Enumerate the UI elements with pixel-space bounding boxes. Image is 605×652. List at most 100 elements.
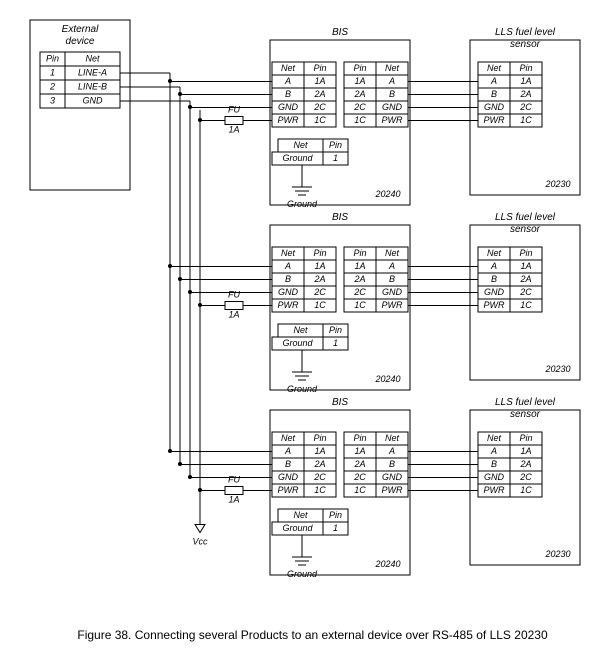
svg-text:GND: GND — [382, 472, 403, 482]
figure-caption: Figure 38. Connecting several Products t… — [10, 628, 605, 642]
svg-text:A: A — [490, 446, 497, 456]
svg-text:20230: 20230 — [544, 179, 570, 189]
svg-text:B: B — [389, 274, 395, 284]
svg-text:GND: GND — [83, 95, 104, 105]
svg-text:B: B — [491, 89, 497, 99]
svg-text:PWR: PWR — [382, 115, 403, 125]
svg-text:1C: 1C — [520, 485, 532, 495]
svg-text:BIS: BIS — [332, 212, 348, 223]
svg-text:1C: 1C — [354, 300, 366, 310]
svg-text:2C: 2C — [519, 287, 532, 297]
svg-text:Net: Net — [487, 248, 502, 258]
svg-text:2C: 2C — [313, 102, 326, 112]
svg-text:Pin: Pin — [353, 63, 366, 73]
svg-text:GND: GND — [484, 287, 505, 297]
svg-text:A: A — [388, 76, 395, 86]
svg-text:Net: Net — [487, 63, 502, 73]
svg-text:1C: 1C — [354, 485, 366, 495]
svg-text:Net: Net — [487, 433, 502, 443]
svg-text:2A: 2A — [353, 459, 365, 469]
svg-text:1C: 1C — [314, 300, 326, 310]
svg-text:FU: FU — [228, 290, 240, 300]
svg-text:A: A — [388, 446, 395, 456]
svg-text:Pin: Pin — [46, 53, 59, 63]
svg-text:PWR: PWR — [484, 485, 505, 495]
svg-text:A: A — [284, 446, 291, 456]
svg-text:B: B — [285, 89, 291, 99]
svg-text:3: 3 — [50, 95, 55, 105]
svg-text:PWR: PWR — [278, 485, 299, 495]
svg-text:device: device — [66, 36, 95, 47]
svg-text:sensor: sensor — [510, 224, 541, 235]
svg-text:PWR: PWR — [278, 300, 299, 310]
svg-text:A: A — [388, 261, 395, 271]
svg-text:20240: 20240 — [374, 374, 400, 384]
svg-text:Net: Net — [385, 433, 400, 443]
svg-text:Ground: Ground — [282, 153, 313, 163]
svg-text:20230: 20230 — [544, 364, 570, 374]
svg-text:LLS fuel level: LLS fuel level — [495, 27, 556, 38]
svg-text:Pin: Pin — [313, 63, 326, 73]
svg-text:A: A — [284, 261, 291, 271]
svg-text:sensor: sensor — [510, 39, 541, 50]
svg-text:1A: 1A — [228, 125, 239, 135]
svg-text:Ground: Ground — [287, 569, 318, 579]
svg-text:A: A — [490, 76, 497, 86]
svg-text:BIS: BIS — [332, 397, 348, 408]
svg-text:Ground: Ground — [287, 199, 318, 209]
svg-text:1: 1 — [333, 523, 338, 533]
svg-text:1: 1 — [333, 338, 338, 348]
svg-text:GND: GND — [278, 472, 299, 482]
svg-text:Net: Net — [281, 63, 296, 73]
svg-text:1A: 1A — [354, 261, 365, 271]
svg-text:Net: Net — [281, 248, 296, 258]
svg-text:Ground: Ground — [282, 338, 313, 348]
svg-text:Pin: Pin — [329, 325, 342, 335]
svg-text:GND: GND — [382, 287, 403, 297]
svg-text:LINE-B: LINE-B — [78, 81, 107, 91]
svg-text:1: 1 — [333, 153, 338, 163]
svg-text:1A: 1A — [354, 446, 365, 456]
svg-text:GND: GND — [278, 102, 299, 112]
svg-text:1A: 1A — [228, 495, 239, 505]
svg-text:Ground: Ground — [282, 523, 313, 533]
svg-text:Net: Net — [385, 248, 400, 258]
svg-text:B: B — [491, 274, 497, 284]
svg-text:2A: 2A — [519, 274, 531, 284]
svg-text:1A: 1A — [314, 446, 325, 456]
svg-text:2C: 2C — [519, 102, 532, 112]
svg-text:2C: 2C — [519, 472, 532, 482]
svg-text:B: B — [389, 459, 395, 469]
svg-text:LINE-A: LINE-A — [78, 67, 107, 77]
svg-text:2C: 2C — [313, 287, 326, 297]
svg-text:Pin: Pin — [353, 433, 366, 443]
svg-text:GND: GND — [484, 102, 505, 112]
svg-text:2C: 2C — [353, 287, 366, 297]
svg-text:B: B — [285, 274, 291, 284]
svg-text:20240: 20240 — [374, 189, 400, 199]
svg-text:Net: Net — [85, 53, 100, 63]
svg-text:1A: 1A — [314, 261, 325, 271]
svg-text:2C: 2C — [353, 102, 366, 112]
svg-text:20240: 20240 — [374, 559, 400, 569]
svg-text:LLS fuel level: LLS fuel level — [495, 397, 556, 408]
svg-text:Ground: Ground — [287, 384, 318, 394]
svg-text:PWR: PWR — [382, 485, 403, 495]
svg-text:Pin: Pin — [313, 248, 326, 258]
svg-text:2A: 2A — [313, 274, 325, 284]
svg-text:Pin: Pin — [329, 140, 342, 150]
svg-text:1C: 1C — [314, 485, 326, 495]
svg-text:Net: Net — [293, 325, 308, 335]
svg-text:2C: 2C — [313, 472, 326, 482]
svg-text:2A: 2A — [353, 274, 365, 284]
svg-text:Net: Net — [385, 63, 400, 73]
svg-text:Net: Net — [281, 433, 296, 443]
svg-text:Pin: Pin — [329, 510, 342, 520]
svg-text:Pin: Pin — [353, 248, 366, 258]
svg-text:B: B — [285, 459, 291, 469]
svg-text:1C: 1C — [314, 115, 326, 125]
svg-text:GND: GND — [484, 472, 505, 482]
svg-text:Pin: Pin — [519, 433, 532, 443]
svg-text:A: A — [490, 261, 497, 271]
svg-text:Pin: Pin — [519, 248, 532, 258]
